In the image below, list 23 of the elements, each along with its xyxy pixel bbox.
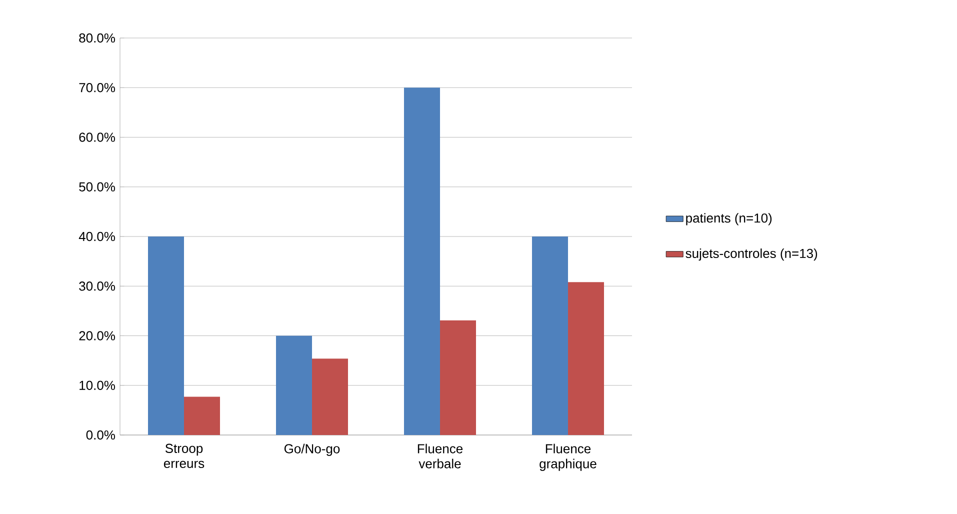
bar (404, 88, 440, 435)
y-tick-label: 20.0% (79, 331, 115, 340)
x-tick-label: Fluence graphique (540, 444, 596, 471)
bar (568, 282, 604, 435)
y-tick-label: 0.0% (86, 430, 115, 440)
bar (184, 396, 220, 435)
y-tick-label: 40.0% (78, 232, 115, 242)
y-tick-label: 50.0% (79, 182, 115, 192)
y-tick-label: 30.0% (79, 282, 115, 291)
bar (276, 336, 312, 435)
bar (148, 236, 184, 435)
bar (440, 320, 476, 435)
x-tick-label: Fluence verbale (418, 444, 463, 468)
legend-label: sujets-controles (n=13) (686, 248, 818, 261)
y-tick-label: 60.0% (79, 132, 115, 142)
bar (532, 236, 568, 435)
y-tick-label: 10.0% (80, 380, 115, 390)
y-tick-label: 80.0% (79, 33, 115, 43)
legend-label: patients (n=10) (686, 213, 772, 226)
y-tick-label: 70.0% (79, 83, 115, 92)
x-tick-label: Stroop erreurs (164, 444, 204, 468)
x-tick-label: Go/No-go (284, 444, 340, 456)
bar (312, 358, 348, 435)
